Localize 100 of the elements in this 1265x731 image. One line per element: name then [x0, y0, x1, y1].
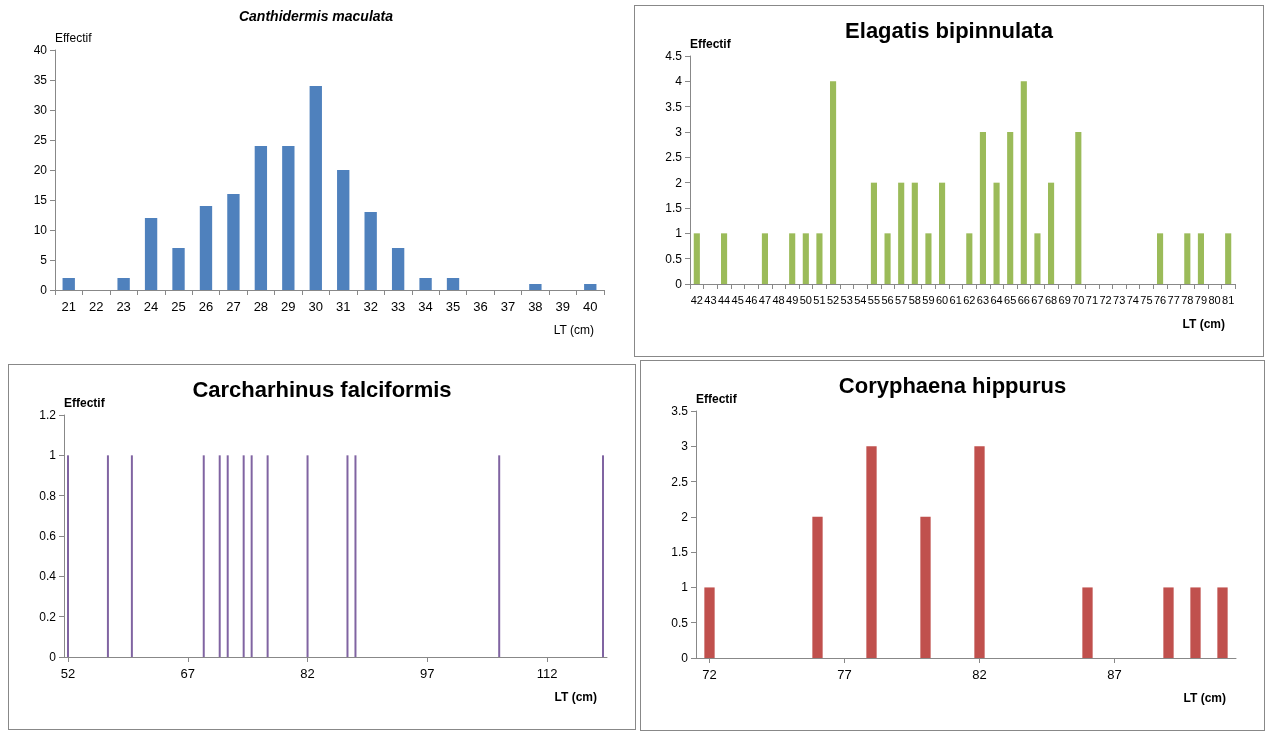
x-tick-label: 24: [143, 299, 159, 314]
y-tick-label: 3.5: [671, 404, 689, 418]
y-tick-label: 1: [49, 448, 57, 463]
y-tick-label: 20: [33, 163, 48, 177]
bar: [144, 218, 158, 290]
y-tick-label: 0.5: [671, 615, 689, 630]
x-tick-label: 56: [881, 293, 894, 306]
x-tick-label: 59: [922, 293, 935, 306]
chart-title: Carcharhinus falciformis: [192, 376, 452, 402]
bar: [993, 182, 1000, 284]
x-tick-label: 45: [731, 293, 744, 306]
x-tick-label: 47: [758, 293, 772, 306]
x-tick-label: 26: [198, 299, 214, 314]
y-tick-label: 5: [40, 253, 48, 267]
x-tick-label: 65: [1004, 293, 1017, 306]
bar: [419, 278, 432, 290]
x-tick-label: 74: [1126, 293, 1139, 306]
x-axis-title: LT (cm): [1183, 691, 1226, 705]
x-tick-label: 33: [390, 299, 406, 314]
y-tick-label: 40: [33, 43, 48, 57]
x-tick-label: 82: [972, 667, 987, 682]
bar: [1020, 81, 1027, 284]
y-axis-title: Effectif: [696, 392, 738, 406]
x-axis-title: LT (cm): [1182, 317, 1225, 331]
bar: [693, 233, 700, 284]
y-tick-label: 0: [675, 277, 683, 291]
x-tick-label: 61: [949, 293, 962, 306]
x-tick-label: 48: [772, 293, 785, 306]
x-tick-label: 37: [500, 299, 516, 314]
x-tick-label: 54: [854, 293, 867, 306]
bar: [364, 212, 377, 290]
x-tick-label: 22: [88, 299, 104, 314]
y-tick-label: 35: [33, 73, 48, 87]
bar: [816, 233, 823, 284]
y-tick-label: 1.5: [665, 201, 683, 215]
y-axis-title: Effectif: [55, 31, 93, 45]
bar: [704, 587, 715, 658]
y-tick-label: 4.5: [665, 49, 683, 63]
chart-title: Canthidermis maculata: [238, 8, 394, 24]
bar: [584, 284, 597, 290]
x-tick-label: 28: [253, 299, 269, 314]
x-tick-label: 49: [786, 293, 799, 306]
bar: [898, 182, 905, 284]
x-tick-label: 82: [300, 666, 315, 681]
bar: [925, 233, 932, 284]
x-tick-label: 66: [1017, 293, 1030, 306]
y-tick-label: 1: [681, 580, 689, 595]
bar: [830, 81, 837, 284]
y-tick-label: 0: [40, 283, 48, 297]
x-tick-label: 21: [61, 299, 76, 314]
y-tick-label: 10: [33, 223, 48, 237]
x-tick-label: 38: [528, 299, 543, 314]
x-tick-label: 79: [1194, 293, 1208, 306]
bar: [1225, 233, 1232, 284]
x-tick-label: 63: [976, 293, 990, 306]
x-tick-label: 87: [1107, 667, 1122, 682]
x-tick-label: 43: [704, 293, 717, 306]
bar: [1075, 132, 1082, 284]
x-tick-label: 25: [171, 299, 186, 314]
y-axis-title: Effectif: [690, 37, 732, 51]
bar: [199, 206, 213, 290]
x-tick-label: 57: [895, 293, 908, 306]
x-tick-label: 53: [840, 293, 853, 306]
bar: [1217, 587, 1228, 658]
y-tick-label: 1: [675, 226, 683, 241]
x-tick-label: 68: [1044, 293, 1058, 306]
x-tick-label: 69: [1058, 293, 1071, 306]
bar: [62, 278, 75, 290]
y-tick-label: 2.5: [671, 474, 689, 489]
x-tick-label: 77: [837, 667, 852, 682]
y-tick-label: 2: [675, 175, 683, 190]
x-tick-label: 76: [1153, 293, 1167, 306]
bar: [227, 194, 240, 290]
x-tick-label: 34: [418, 299, 433, 314]
bar: [802, 233, 809, 284]
y-tick-label: 3.5: [665, 99, 683, 114]
y-tick-label: 0: [681, 651, 689, 665]
y-tick-label: 0.8: [39, 488, 57, 503]
x-tick-label: 46: [745, 293, 758, 306]
y-axis-title: Effectif: [64, 396, 106, 410]
x-tick-label: 42: [690, 293, 703, 306]
x-tick-label: 30: [308, 299, 324, 314]
x-tick-label: 60: [935, 293, 949, 306]
bar: [309, 86, 322, 290]
y-tick-label: 0: [49, 650, 57, 664]
x-tick-label: 112: [536, 666, 558, 681]
bar: [391, 248, 405, 290]
bar: [866, 446, 877, 658]
bar: [117, 278, 130, 290]
bar: [974, 446, 985, 658]
bar: [1190, 587, 1201, 658]
x-tick-label: 81: [1222, 293, 1235, 306]
bar: [337, 170, 350, 290]
x-tick-label: 71: [1085, 293, 1099, 306]
x-tick-label: 50: [799, 293, 812, 306]
bar: [1048, 182, 1055, 284]
x-tick-label: 78: [1181, 293, 1194, 306]
bar: [1197, 233, 1204, 284]
x-tick-label: 39: [555, 299, 571, 314]
bar: [721, 233, 728, 284]
